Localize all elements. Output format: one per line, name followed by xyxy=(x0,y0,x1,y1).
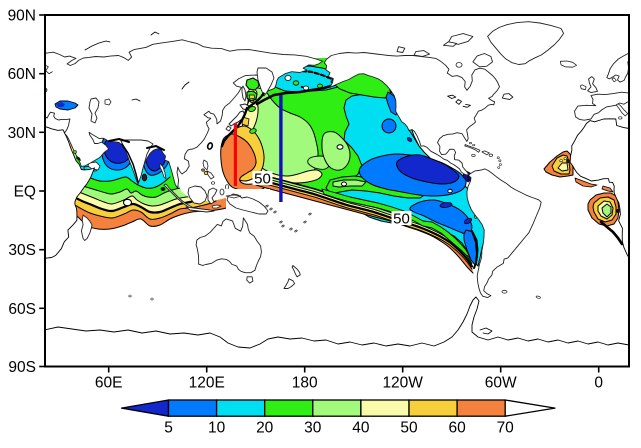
svg-text:120E: 120E xyxy=(189,375,225,392)
svg-text:90N: 90N xyxy=(8,8,36,25)
svg-text:60S: 60S xyxy=(8,301,36,318)
svg-text:30S: 30S xyxy=(8,242,36,259)
svg-text:30N: 30N xyxy=(8,125,36,142)
svg-text:5: 5 xyxy=(164,420,173,437)
svg-text:60W: 60W xyxy=(485,375,517,392)
svg-text:40: 40 xyxy=(352,420,370,437)
svg-text:60N: 60N xyxy=(8,66,36,83)
svg-text:20: 20 xyxy=(256,420,274,437)
svg-text:10: 10 xyxy=(208,420,226,437)
svg-text:70: 70 xyxy=(497,420,515,437)
svg-text:60: 60 xyxy=(448,420,466,437)
svg-text:50: 50 xyxy=(254,171,271,188)
svg-text:30: 30 xyxy=(304,420,322,437)
svg-text:EQ: EQ xyxy=(14,184,36,201)
svg-text:180: 180 xyxy=(292,375,318,392)
svg-text:60E: 60E xyxy=(95,375,123,392)
svg-text:50: 50 xyxy=(393,211,410,228)
svg-text:50: 50 xyxy=(400,420,418,437)
svg-text:120W: 120W xyxy=(382,375,423,392)
svg-text:0: 0 xyxy=(594,375,603,392)
svg-text:90S: 90S xyxy=(8,359,36,376)
